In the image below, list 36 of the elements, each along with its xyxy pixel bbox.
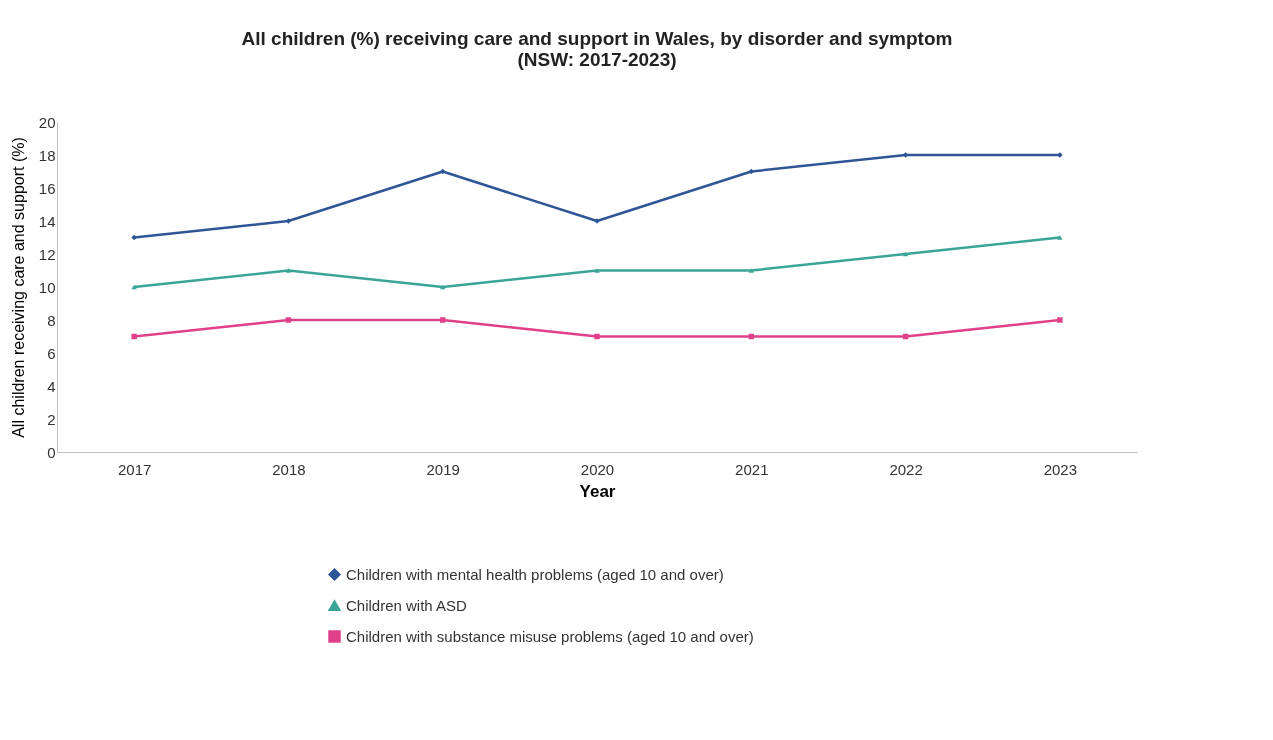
y-tick-label: 18: [38, 146, 56, 164]
y-tick-label: 8: [47, 311, 56, 329]
point: [902, 251, 909, 257]
point: [285, 218, 292, 224]
point: [131, 234, 137, 241]
point: [594, 333, 600, 340]
x-tick-label: 2019: [426, 460, 460, 478]
legend-label: Children with mental health problems (aged 10 and over): [346, 565, 724, 583]
y-axis-title: All children receiving care and support (%): [9, 137, 27, 438]
legend-label: Children with ASD: [346, 596, 468, 614]
x-tick-label: 2017: [117, 460, 152, 478]
x-tick-label: 2018: [272, 460, 306, 478]
y-tick-label: 16: [38, 179, 56, 197]
y-tick-label: 10: [38, 278, 56, 296]
x-tick-label: 2020: [580, 460, 615, 478]
point: [131, 333, 137, 340]
point: [594, 268, 600, 273]
point: [1057, 317, 1063, 323]
point: [285, 268, 292, 273]
point: [285, 317, 292, 323]
x-tick-label: 2021: [735, 460, 769, 478]
y-tick-label: 20: [38, 113, 56, 131]
point: [748, 268, 755, 273]
x-tick-label: 2022: [889, 460, 923, 478]
chart-title: All children (%) receiving care and support in Wales, by disorder and symptom (NSW: 2017-2023): [241, 28, 953, 70]
y-tick-label: 12: [38, 245, 56, 263]
x-axis-title: Year: [579, 481, 616, 501]
y-tick-label: 4: [47, 377, 56, 395]
y-tick-label: 6: [47, 344, 56, 362]
y-tick-label: 0: [47, 443, 56, 461]
y-tick-label: 2: [47, 410, 56, 428]
y-tick-label: 14: [38, 212, 56, 230]
legend-label: Children with substance misuse problems (aged 10 and over): [346, 627, 754, 645]
x-tick-label: 2023: [1043, 460, 1078, 478]
point: [439, 317, 446, 323]
point: [1057, 235, 1063, 240]
